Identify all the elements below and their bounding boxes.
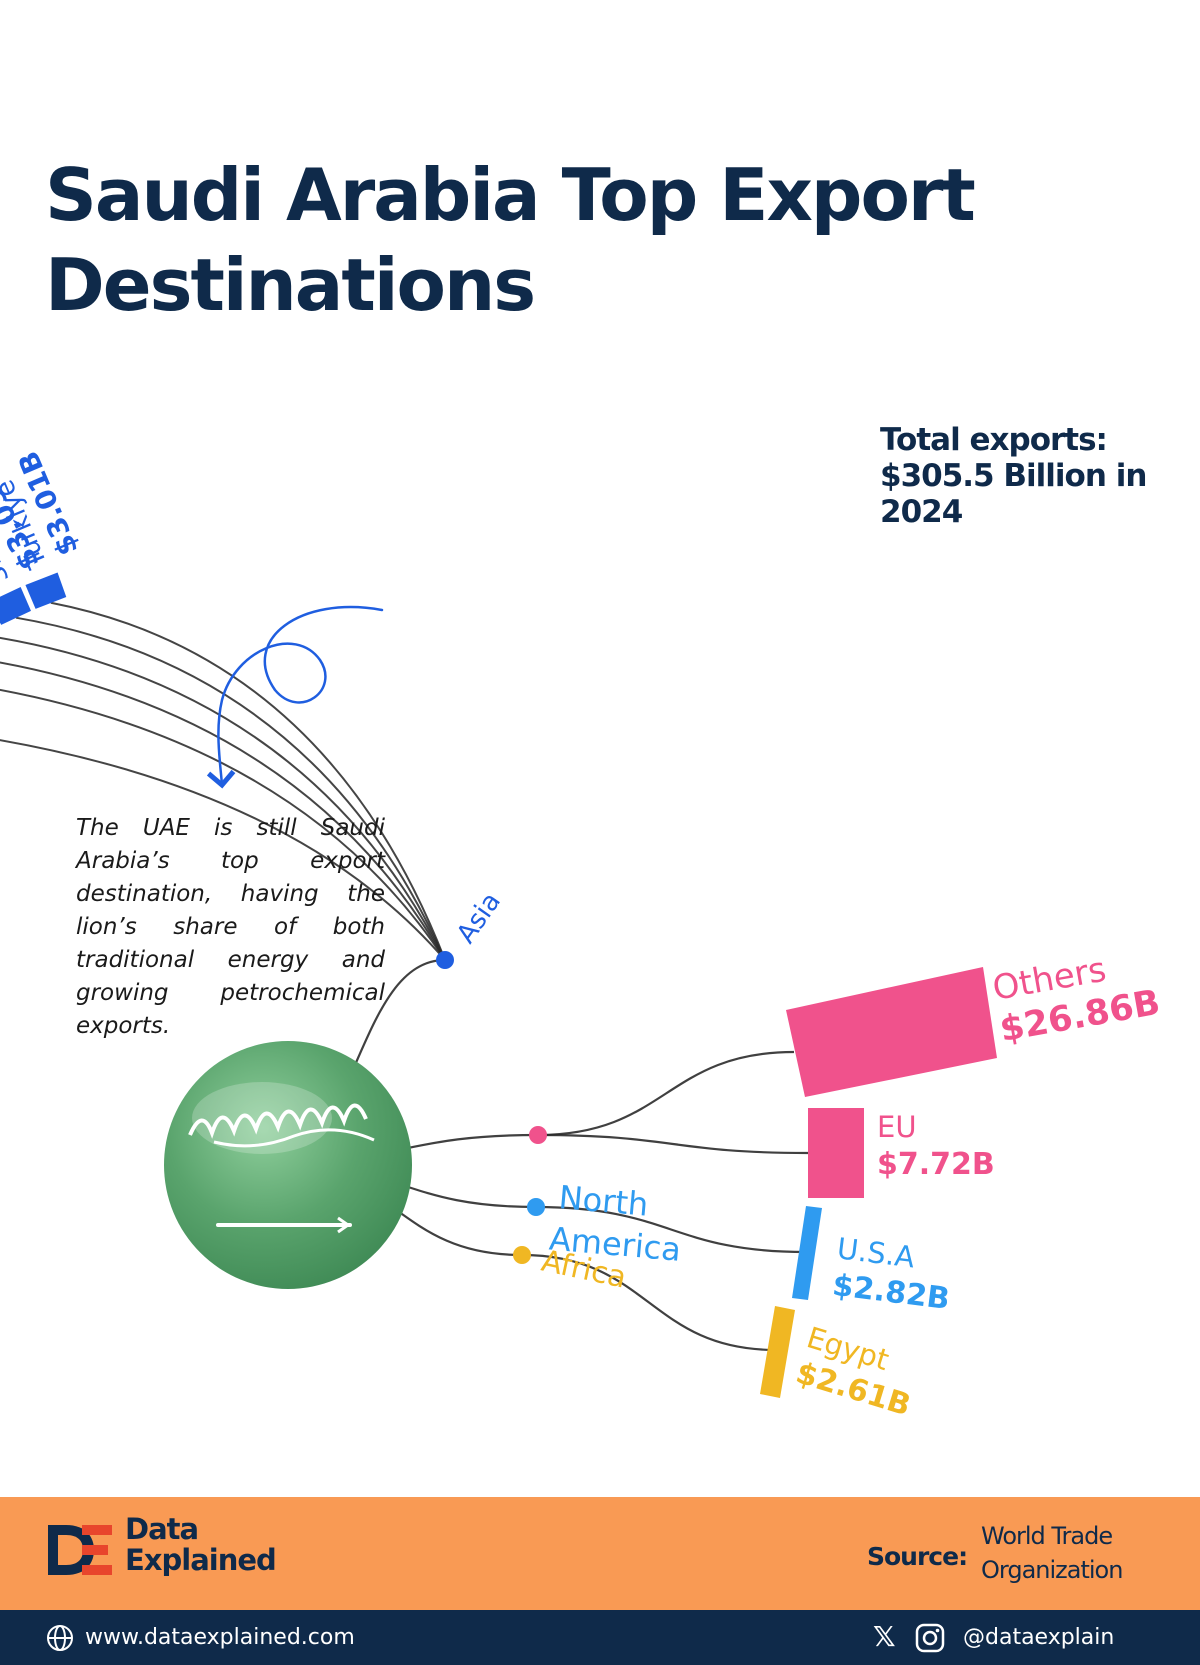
region-label-asia: Asia — [451, 887, 507, 949]
flow-link-others — [537, 1050, 795, 1137]
chart-title: Saudi Arabia Top Export Destinations — [45, 150, 976, 330]
bar-others — [786, 967, 997, 1097]
flow-link-singapore — [15, 616, 446, 961]
annotation-note: The UAE is still Saudi Arabia’s top expo… — [76, 815, 385, 1039]
value-eu: $7.72B — [877, 1147, 995, 1182]
bar-u-s-a — [792, 1206, 822, 1300]
total-exports: Total exports: $305.5 Billion in 2024 — [880, 422, 1147, 530]
bar-egypt — [760, 1306, 795, 1398]
curved-arrow — [206, 605, 384, 789]
globe-icon — [47, 1625, 73, 1651]
hub-other — [529, 1126, 547, 1144]
brand-line-2: Explained — [125, 1543, 277, 1577]
saudi-flag-icon — [164, 1041, 412, 1289]
flow-link-u-s-a — [535, 1205, 807, 1254]
data-explained-logo-icon — [48, 1525, 112, 1575]
source-line-2: Organization — [981, 1556, 1123, 1584]
flow-link-uae — [0, 739, 446, 961]
flow-link-bahrain — [0, 636, 446, 961]
social-handle[interactable]: @dataexplain — [963, 1625, 1115, 1650]
label-u-s-a: U.S.A — [835, 1231, 917, 1274]
bar-singapore — [0, 587, 31, 625]
total-line-3: 2024 — [880, 494, 963, 530]
source-line-1: World Trade — [981, 1522, 1113, 1550]
region-label-line: North — [557, 1178, 649, 1224]
hub-north-america — [527, 1198, 545, 1216]
value-u-s-a: $2.82B — [831, 1268, 952, 1317]
flow-link-india — [0, 661, 446, 961]
instagram-icon[interactable] — [915, 1623, 945, 1653]
bar-turkiye — [25, 572, 67, 609]
label-group-egypt: Egypt$2.61B — [792, 1320, 915, 1423]
total-line-1: Total exports: — [880, 422, 1108, 458]
flow-link-egypt — [521, 1253, 777, 1352]
flow-link-china — [0, 688, 446, 961]
flow-link-turkiye — [50, 601, 446, 961]
bottom-bar: www.dataexplained.com 𝕏 @dataexplain — [0, 1610, 1200, 1665]
bar-eu — [808, 1108, 864, 1198]
label-eu: EU — [877, 1110, 917, 1144]
footer-bar: Data Explained Source: World Trade Organ… — [0, 1497, 1200, 1610]
title-line-1: Saudi Arabia Top Export — [45, 153, 976, 237]
title-line-2: Destinations — [45, 243, 536, 327]
x-logo-icon[interactable]: 𝕏 — [873, 1620, 896, 1653]
label-group-eu: EU$7.72B — [877, 1110, 995, 1182]
total-line-2: $305.5 Billion in — [880, 458, 1147, 494]
website-link[interactable]: www.dataexplained.com — [85, 1625, 355, 1650]
label-group-u-s-a: U.S.A$2.82B — [831, 1231, 952, 1317]
destination-bars — [0, 572, 997, 1398]
flow-link-eu — [537, 1133, 809, 1155]
hub-africa — [513, 1246, 531, 1264]
hub-asia — [436, 951, 454, 969]
source-value: World Trade Organization — [981, 1519, 1123, 1587]
source-label: Source: — [867, 1542, 968, 1571]
brand-line-1: Data — [125, 1512, 199, 1546]
label-group-others: Others$26.86B — [990, 950, 1164, 1051]
brand-name: Data Explained — [125, 1512, 277, 1577]
